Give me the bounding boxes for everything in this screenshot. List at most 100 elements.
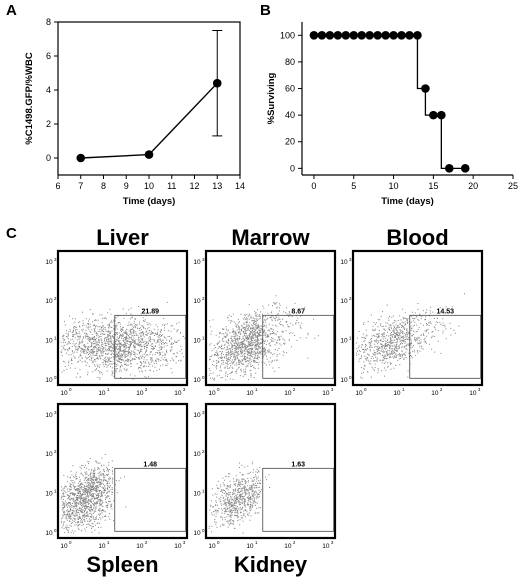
data-point <box>325 31 335 40</box>
y-tick-exponent: 2 <box>202 449 205 454</box>
plot-frame <box>351 249 484 387</box>
y-tick-label: 10 <box>340 298 348 305</box>
panel-c-label: C <box>6 225 17 242</box>
y-tick-label: 10 <box>340 338 348 345</box>
y-tick-label: 10 <box>45 491 53 498</box>
gate-box <box>114 467 187 532</box>
event-dots <box>356 293 465 379</box>
y-tick-label: 6 <box>46 51 51 61</box>
panel-a-label: A <box>6 2 17 19</box>
y-tick-exponent: 0 <box>54 375 57 380</box>
x-tick-exponent: 2 <box>145 387 148 392</box>
y-tick-label: 10 <box>193 530 201 537</box>
x-tick-label: 6 <box>55 181 60 191</box>
tissue-title: Spleen <box>86 552 158 577</box>
x-tick-label: 8 <box>101 181 106 191</box>
x-tick-label: 10 <box>246 543 254 550</box>
x-tick-label: 15 <box>428 181 438 191</box>
y-tick-exponent: 1 <box>54 336 57 341</box>
y-tick-label: 10 <box>193 451 201 458</box>
x-tick-label: 7 <box>78 181 83 191</box>
x-tick-label: 10 <box>208 543 216 550</box>
plot-frame <box>56 249 189 387</box>
data-point <box>144 150 154 159</box>
tissue-title: Blood <box>386 225 448 250</box>
x-tick-label: 10 <box>60 390 68 397</box>
series-line <box>80 82 218 159</box>
x-tick-label: 10 <box>136 390 144 397</box>
y-tick-label: 10 <box>340 377 348 384</box>
y-tick-label: 10 <box>193 338 201 345</box>
gate-box <box>262 314 335 379</box>
event-dots <box>208 295 319 381</box>
y-tick-label: 100 <box>280 30 295 40</box>
y-tick-label: 10 <box>45 451 53 458</box>
x-tick-exponent: 0 <box>69 540 72 545</box>
x-tick-exponent: 0 <box>217 387 220 392</box>
y-tick-label: 60 <box>285 84 295 94</box>
data-point <box>413 31 422 40</box>
x-tick-label: 13 <box>212 181 222 191</box>
x-tick-label: 10 <box>136 543 144 550</box>
x-tick-label: 25 <box>508 181 518 191</box>
y-tick-exponent: 2 <box>54 449 57 454</box>
x-tick-exponent: 3 <box>183 387 186 392</box>
x-axis-label: Time (days) <box>123 196 176 207</box>
data-point <box>405 31 414 40</box>
x-tick-label: 10 <box>208 390 216 397</box>
x-tick-label: 10 <box>98 390 106 397</box>
x-tick-label: 14 <box>235 181 245 191</box>
y-tick-label: 10 <box>193 259 201 266</box>
y-tick-label: 10 <box>45 377 53 384</box>
y-tick-exponent: 0 <box>202 375 205 380</box>
x-tick-exponent: 2 <box>145 540 148 545</box>
data-point <box>460 164 470 173</box>
x-tick-label: 10 <box>284 543 292 550</box>
y-axis-label: %C1498.GFP/%WBC <box>24 52 35 145</box>
data-point <box>76 153 86 163</box>
x-tick-exponent: 1 <box>402 387 405 392</box>
y-tick-label: 10 <box>45 298 53 305</box>
y-tick-exponent: 3 <box>54 257 57 262</box>
plot-frame <box>204 249 337 387</box>
x-tick-exponent: 3 <box>331 387 334 392</box>
x-tick-exponent: 1 <box>107 540 110 545</box>
data-point <box>389 31 398 40</box>
x-tick-exponent: 0 <box>69 387 72 392</box>
x-tick-label: 10 <box>322 543 330 550</box>
data-point <box>429 110 438 120</box>
y-tick-label: 0 <box>46 153 51 163</box>
y-tick-label: 40 <box>285 110 295 120</box>
data-point <box>212 78 222 88</box>
y-tick-exponent: 3 <box>202 257 205 262</box>
gate-percent: 1.48 <box>143 461 157 468</box>
y-tick-exponent: 3 <box>349 257 352 262</box>
y-tick-label: 8 <box>46 17 51 27</box>
data-point <box>373 31 382 40</box>
x-tick-exponent: 0 <box>364 387 367 392</box>
data-point <box>357 31 367 40</box>
y-tick-label: 20 <box>285 137 295 147</box>
y-tick-exponent: 2 <box>54 296 57 301</box>
event-dots <box>60 301 186 380</box>
y-tick-exponent: 2 <box>349 296 352 301</box>
gate-percent: 8.67 <box>291 308 305 315</box>
y-tick-exponent: 1 <box>349 336 352 341</box>
x-tick-label: 10 <box>431 390 439 397</box>
x-tick-label: 10 <box>60 543 68 550</box>
data-point <box>365 31 374 40</box>
x-tick-exponent: 3 <box>183 540 186 545</box>
survival-step-line <box>313 34 466 169</box>
y-tick-label: 10 <box>45 530 53 537</box>
x-tick-label: 0 <box>311 181 316 191</box>
data-point <box>333 31 343 40</box>
x-tick-label: 10 <box>174 390 182 397</box>
tissue-title: Marrow <box>231 225 310 250</box>
y-tick-label: 10 <box>45 259 53 266</box>
chart-b: 0 5 10 15 20 25 0 20 40 60 80 100 Time (days) %Surviv… <box>266 22 518 207</box>
y-axis-label: %Surviving <box>266 72 277 124</box>
event-dots <box>60 454 127 534</box>
